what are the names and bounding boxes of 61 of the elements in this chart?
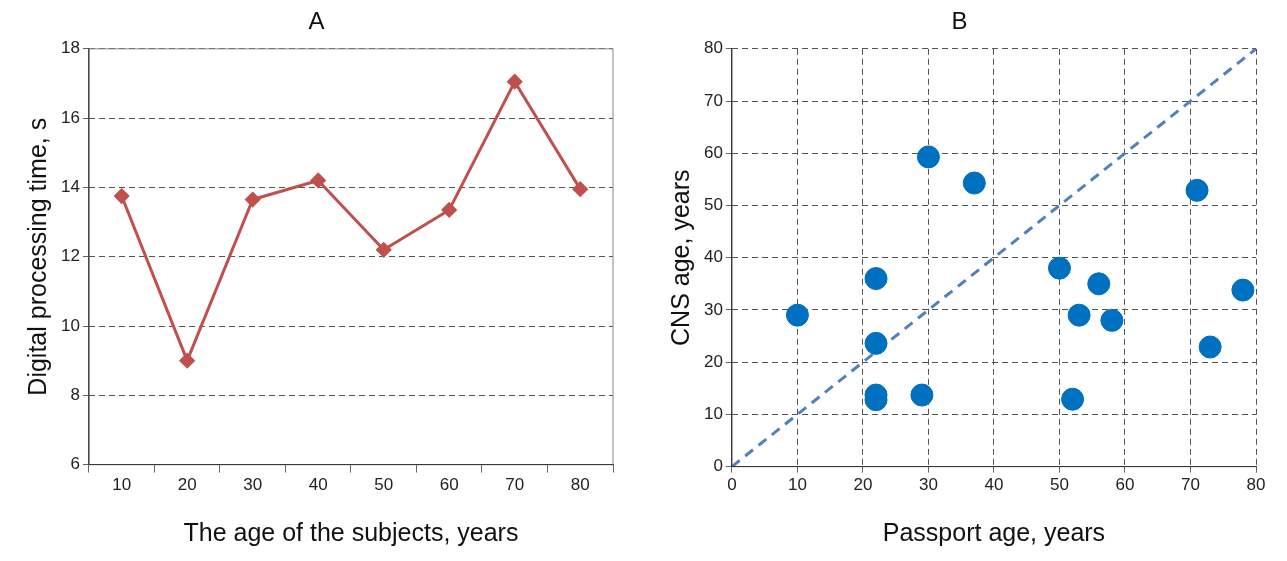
chart-title: A bbox=[308, 7, 325, 35]
point bbox=[1067, 303, 1091, 327]
y-axis-title: CNS age, years bbox=[665, 169, 694, 346]
point bbox=[441, 202, 457, 218]
point bbox=[1087, 272, 1111, 296]
x-tick-label: 50 bbox=[374, 475, 394, 495]
x-tick-label: 30 bbox=[243, 475, 263, 495]
y-tick-label: 20 bbox=[703, 351, 723, 371]
x-tick-label: 0 bbox=[727, 475, 737, 495]
point bbox=[1198, 335, 1222, 359]
x-tick-label: 80 bbox=[570, 475, 590, 495]
y-tick-label: 18 bbox=[60, 38, 80, 58]
y-tick-label: 70 bbox=[703, 90, 723, 110]
x-tick-label: 40 bbox=[984, 475, 1004, 495]
point bbox=[507, 74, 523, 90]
y-tick-label: 60 bbox=[703, 142, 723, 162]
y-tick-label: 80 bbox=[703, 38, 723, 58]
y-tick-label: 12 bbox=[60, 246, 80, 266]
point bbox=[179, 353, 195, 369]
x-tick-label: 10 bbox=[787, 475, 807, 495]
point bbox=[1061, 387, 1085, 411]
y-axis-title: Digital processing time, s bbox=[22, 117, 51, 396]
y-tick-label: 10 bbox=[703, 404, 723, 424]
x-tick-label: 70 bbox=[1181, 475, 1200, 495]
x-tick-label: 40 bbox=[308, 475, 328, 495]
y-tick-label: 40 bbox=[703, 247, 723, 267]
point bbox=[916, 145, 940, 169]
point bbox=[572, 181, 588, 197]
y-tick-label: 50 bbox=[703, 195, 723, 215]
point bbox=[376, 242, 392, 258]
y-tick-label: 6 bbox=[70, 454, 80, 474]
x-tick-label: 10 bbox=[112, 475, 132, 495]
y-tick-label: 10 bbox=[60, 315, 80, 335]
y-tick-label: 8 bbox=[70, 384, 80, 404]
x-tick-label: 60 bbox=[439, 475, 459, 495]
x-tick-label: 20 bbox=[177, 475, 197, 495]
point bbox=[1047, 256, 1071, 280]
point bbox=[1231, 278, 1255, 302]
point bbox=[962, 171, 986, 195]
point bbox=[1100, 308, 1124, 332]
point bbox=[310, 172, 326, 188]
x-axis-title: Passport age, years bbox=[882, 517, 1106, 546]
x-tick-label: 50 bbox=[1050, 475, 1069, 495]
point bbox=[785, 303, 809, 327]
y-tick-label: 0 bbox=[713, 456, 723, 476]
x-tick-label: 30 bbox=[918, 475, 938, 495]
chart-title: B bbox=[951, 7, 968, 35]
point bbox=[910, 383, 934, 407]
y-tick-label: 16 bbox=[60, 107, 80, 127]
x-tick-label: 70 bbox=[505, 475, 525, 495]
x-tick-label: 20 bbox=[853, 475, 873, 495]
point bbox=[864, 331, 888, 355]
y-tick-label: 30 bbox=[703, 299, 723, 319]
point bbox=[1185, 178, 1209, 202]
x-tick-label: 60 bbox=[1115, 475, 1135, 495]
point bbox=[864, 267, 888, 291]
x-tick-label: 80 bbox=[1246, 475, 1266, 495]
x-axis-title: The age of the subjects, years bbox=[183, 517, 519, 546]
point bbox=[245, 192, 261, 208]
y-tick-label: 14 bbox=[60, 177, 80, 197]
point bbox=[114, 188, 130, 204]
